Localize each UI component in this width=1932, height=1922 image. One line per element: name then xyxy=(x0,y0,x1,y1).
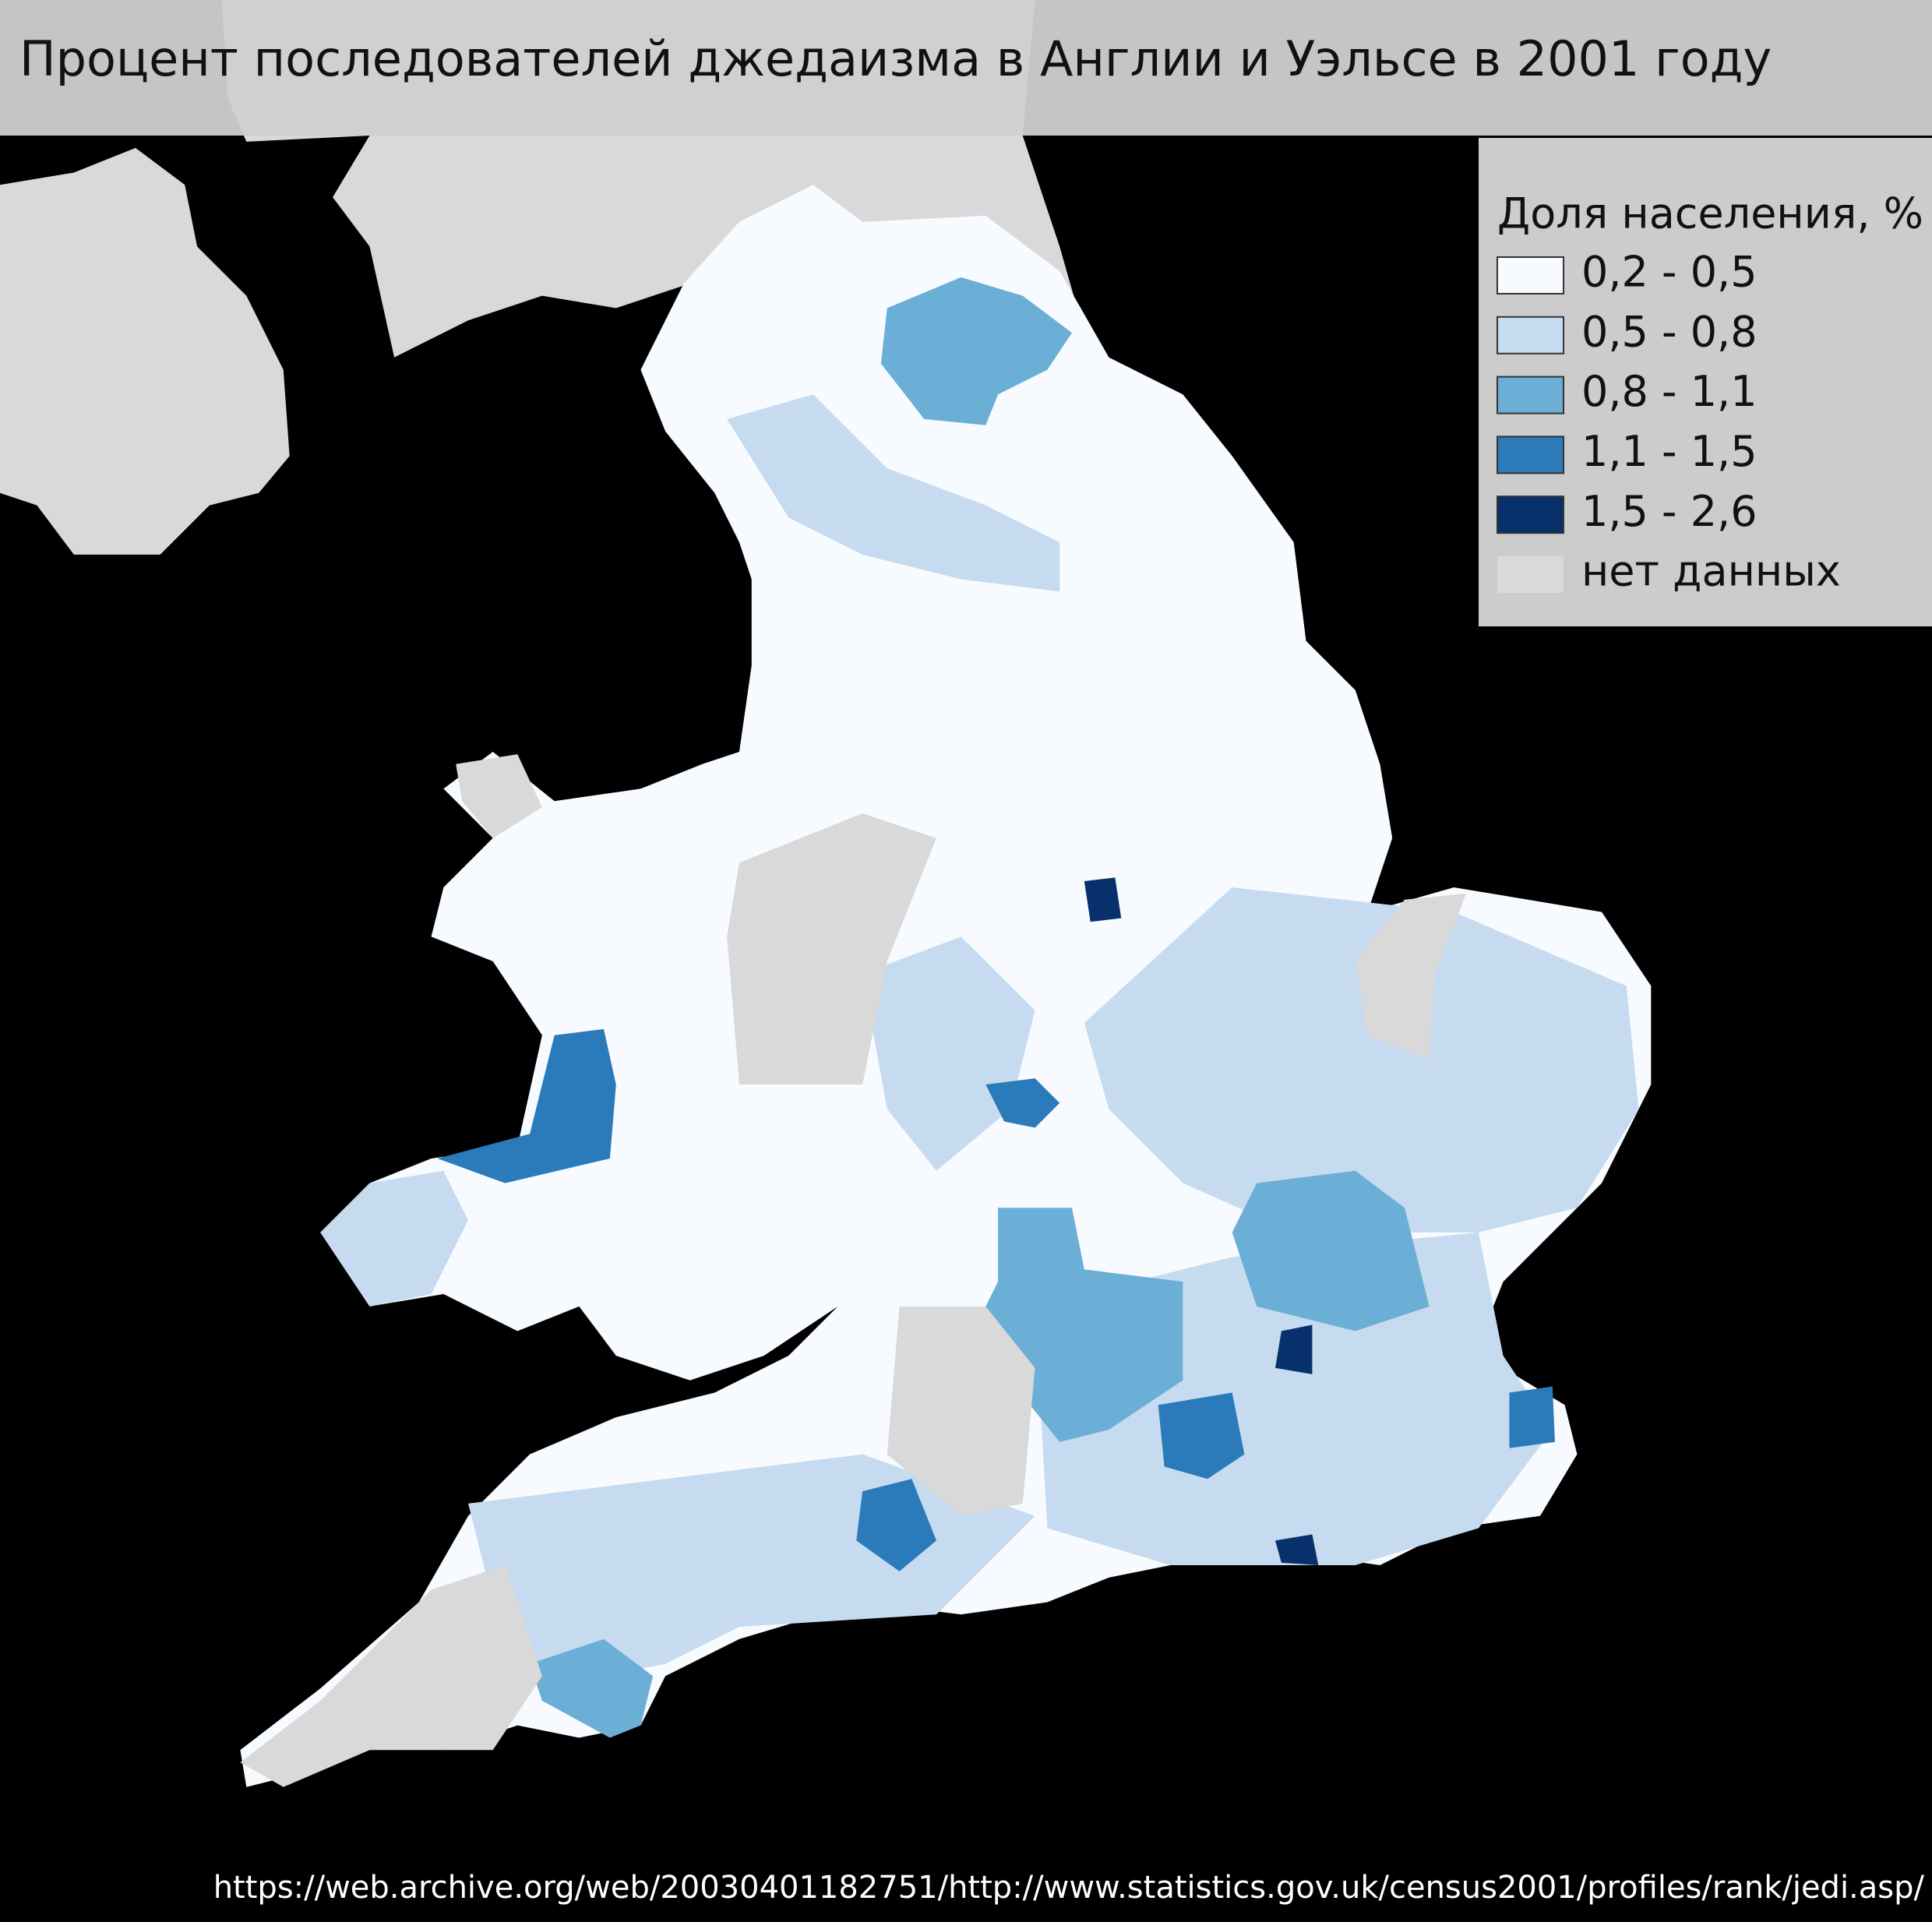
legend-swatch xyxy=(1497,436,1564,474)
source: https://web.archive.org/web/200304011827… xyxy=(213,1870,1925,1906)
legend-label: 0,2 - 0,5 xyxy=(1581,248,1757,297)
region-surrey xyxy=(1158,1392,1245,1479)
region-east xyxy=(1084,887,1639,1233)
region-warwick xyxy=(985,1078,1060,1128)
region-midlands xyxy=(862,936,1035,1171)
title: Процент последователей джедаизма в Англи… xyxy=(19,30,1772,87)
region-wiltshire xyxy=(887,1306,1035,1516)
legend-label: 0,8 - 1,1 xyxy=(1581,367,1757,416)
region-devon xyxy=(530,1638,654,1738)
title-bar xyxy=(0,0,1932,136)
legend-swatch xyxy=(1497,376,1564,414)
region-kent xyxy=(1509,1386,1555,1448)
region-norfolk-west xyxy=(1355,893,1467,1060)
region-essex xyxy=(1232,1170,1430,1331)
region-northumberland xyxy=(880,277,1072,425)
legend-label: нет данных xyxy=(1581,547,1841,596)
legend-title: Доля населения, % xyxy=(1497,189,1923,238)
legend-label: 0,5 - 0,8 xyxy=(1581,307,1757,356)
region-cornwall xyxy=(240,1565,542,1787)
ireland xyxy=(0,147,290,555)
legend-label: 1,5 - 2,6 xyxy=(1581,487,1757,536)
legend-items: 0,2 - 0,5 0,5 - 0,8 0,8 - 1,1 1,1 - 1,5 1,5 … xyxy=(1497,248,1841,596)
legend-swatch xyxy=(1497,316,1564,354)
region-leicester xyxy=(1084,877,1122,922)
legend-swatch xyxy=(1497,256,1564,294)
region-wales-nodata xyxy=(727,813,937,1085)
legend-swatch xyxy=(1497,556,1564,593)
legend-label: 1,1 - 1,5 xyxy=(1581,427,1757,476)
legend-swatch xyxy=(1497,495,1564,534)
region-brighton xyxy=(1274,1534,1319,1566)
region-london xyxy=(1274,1324,1313,1374)
region-dorset xyxy=(856,1479,937,1571)
region-north xyxy=(727,394,1060,592)
region-ceredigion xyxy=(437,1028,616,1183)
region-wales-west xyxy=(320,1170,469,1307)
region-anglesey xyxy=(456,754,542,838)
